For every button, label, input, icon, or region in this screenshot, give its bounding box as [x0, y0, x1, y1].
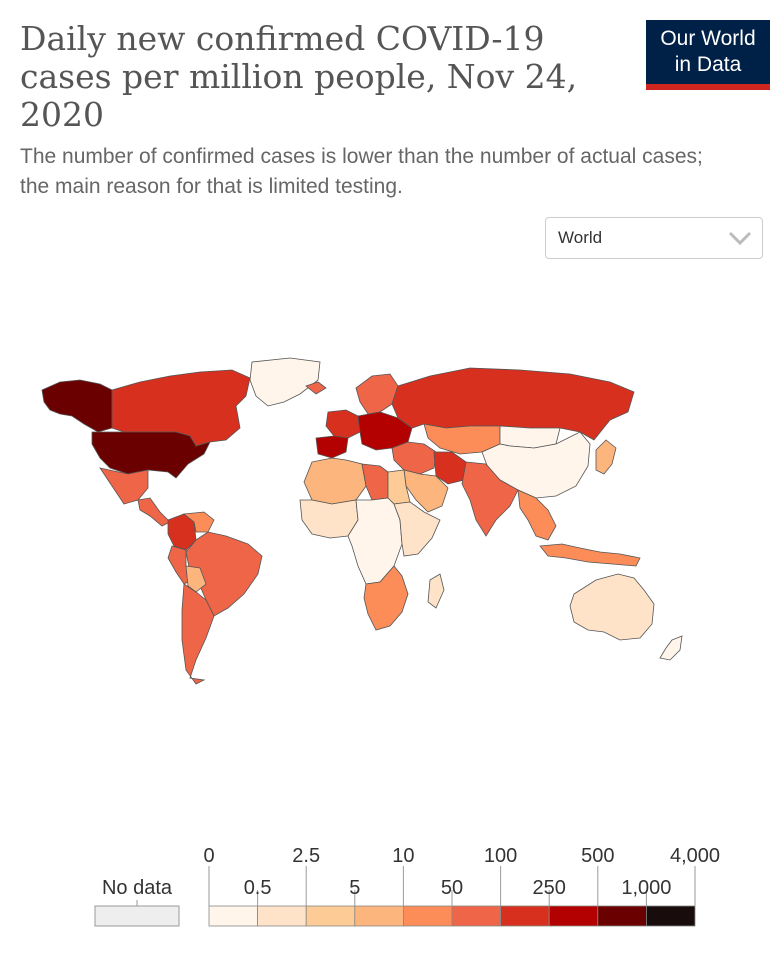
region-southeast-asia[interactable]	[517, 489, 557, 541]
legend-bin-2[interactable]	[305, 905, 356, 927]
region-southern-africa[interactable]	[363, 565, 409, 631]
region-west-africa[interactable]	[299, 499, 359, 539]
region-madagascar[interactable]	[427, 573, 445, 609]
region-argentina-chile[interactable]	[181, 583, 215, 685]
legend-label-0: 0	[203, 845, 214, 867]
legend-label-3: 5	[349, 877, 360, 899]
region-bolivia[interactable]	[185, 565, 207, 593]
region-usa[interactable]	[91, 431, 211, 479]
region-libya[interactable]	[361, 463, 389, 501]
no-data-legend: No data	[94, 877, 180, 927]
legend-bin-0[interactable]	[208, 905, 258, 927]
legend-bin-5[interactable]	[451, 905, 501, 927]
no-data-label: No data	[102, 877, 173, 899]
logo-line-1: Our World	[660, 27, 756, 50]
region-new-zealand[interactable]	[659, 635, 683, 661]
legend-bin-9[interactable]	[646, 905, 696, 927]
region-select[interactable]: World	[545, 217, 763, 259]
owid-logo[interactable]: Our World in Data	[646, 20, 770, 90]
legend-bins	[208, 905, 696, 927]
logo-line-2: in Data	[674, 53, 742, 76]
legend-label-4: 10	[392, 845, 414, 867]
chevron-down-icon	[728, 231, 752, 246]
legend-bin-8[interactable]	[597, 905, 647, 927]
legend-labels: 0 0.5 2.5 5 10 50 100 250 500 1,000 4,000	[203, 845, 720, 906]
region-east-africa[interactable]	[393, 501, 441, 557]
region-mexico[interactable]	[99, 467, 149, 505]
legend-bin-1[interactable]	[257, 905, 307, 927]
region-scandinavia[interactable]	[355, 373, 399, 415]
region-western-europe[interactable]	[325, 409, 361, 439]
region-saudi-arabia[interactable]	[403, 469, 449, 513]
legend-label-1: 0.5	[244, 877, 272, 899]
region-japan[interactable]	[595, 439, 617, 475]
region-north-africa[interactable]	[303, 457, 367, 505]
region-greenland[interactable]	[249, 357, 321, 407]
region-india[interactable]	[461, 461, 519, 537]
region-central-america[interactable]	[137, 497, 171, 527]
region-spain[interactable]	[315, 435, 349, 459]
world-map	[41, 357, 683, 685]
color-legend: No data 0 0.5 2.5 5 10 50 100 250 500 1,000 4,000	[94, 845, 720, 927]
legend-label-7: 250	[533, 877, 566, 899]
legend-label-2: 2.5	[292, 845, 320, 867]
legend-label-8: 500	[581, 845, 614, 867]
legend-bin-4[interactable]	[402, 905, 453, 927]
region-select-value: World	[558, 228, 603, 247]
legend-bin-3[interactable]	[354, 905, 404, 927]
region-australia[interactable]	[569, 573, 655, 641]
region-alaska[interactable]	[41, 379, 113, 433]
legend-bin-6[interactable]	[500, 905, 550, 927]
legend-label-9: 1,000	[621, 877, 671, 899]
region-middle-east[interactable]	[391, 441, 437, 475]
chart-title: Daily new confirmed COVID-19 cases per m…	[20, 19, 578, 134]
legend-bin-7[interactable]	[548, 905, 599, 927]
legend-label-5: 50	[441, 877, 463, 899]
legend-label-10: 4,000	[670, 845, 720, 867]
region-iceland[interactable]	[305, 381, 327, 395]
no-data-swatch	[94, 905, 180, 927]
legend-label-6: 100	[484, 845, 517, 867]
region-indonesia[interactable]	[539, 543, 641, 567]
chart-subtitle: The number of confirmed cases is lower t…	[20, 145, 703, 198]
